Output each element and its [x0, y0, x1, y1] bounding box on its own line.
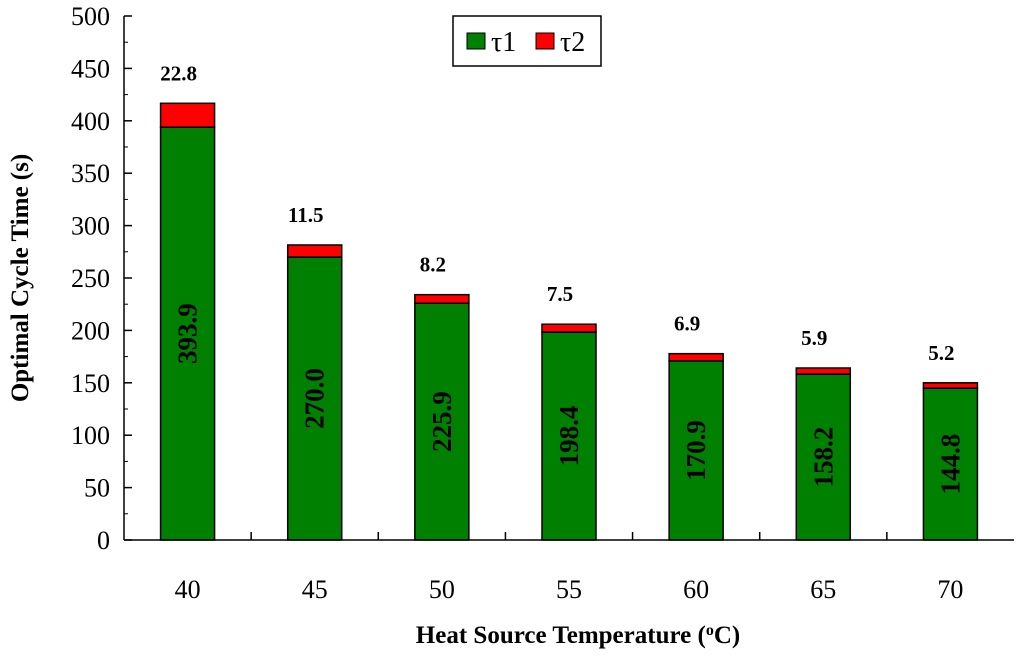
bar-tau2-40 — [159, 102, 216, 128]
y-tick-label: 50 — [84, 474, 110, 503]
bar-label-tau2-70: 5.2 — [928, 341, 954, 365]
y-tick-label: 300 — [71, 212, 110, 241]
y-tick-label: 400 — [71, 107, 110, 136]
y-tick-label: 0 — [97, 526, 110, 555]
x-tick-label: 55 — [556, 575, 582, 604]
bar-tau1-55 — [541, 331, 597, 541]
bar-tau1-40 — [159, 126, 216, 541]
x-tick-label: 60 — [683, 575, 709, 604]
y-tick-label: 450 — [71, 54, 110, 83]
bar-label-tau2-55: 7.5 — [547, 282, 573, 306]
x-tick-label: 70 — [937, 575, 963, 604]
y-tick-label: 100 — [71, 421, 110, 450]
bar-label-tau2-40: 22.8 — [160, 61, 197, 85]
x-axis-title-text: Heat Source Temperature — [416, 622, 691, 649]
x-tick-label: 65 — [810, 575, 836, 604]
y-tick-label: 500 — [71, 2, 110, 31]
y-tick-label: 250 — [71, 264, 110, 293]
bar-label-tau2-45: 11.5 — [288, 203, 324, 227]
x-axis-title: Heat Source Temperature (oC) — [416, 622, 740, 650]
legend: τ1 τ2 — [452, 15, 602, 67]
legend-label-tau2: τ2 — [560, 27, 585, 58]
bar-tau2-70 — [922, 382, 979, 389]
legend-label-tau1: τ1 — [491, 27, 516, 58]
bar-label-tau2-65: 5.9 — [801, 326, 827, 350]
bar-label-tau1-65: 158.2 — [808, 427, 838, 488]
bar-tau2-65 — [795, 367, 852, 375]
bar-label-tau1-55: 198.4 — [554, 406, 584, 467]
x-tick-label: 50 — [429, 575, 455, 604]
x-tick-label: 45 — [302, 575, 328, 604]
bar-label-tau1-50: 225.9 — [427, 391, 457, 452]
bar-tau2-50 — [414, 293, 470, 305]
legend-swatch-tau2 — [535, 32, 555, 50]
bar-tau2-60 — [668, 352, 724, 362]
bar-label-tau2-60: 6.9 — [674, 312, 700, 336]
bar-tau2-45 — [286, 244, 343, 258]
bar-label-tau1-70: 144.8 — [935, 434, 965, 495]
y-tick-label: 150 — [71, 369, 110, 398]
bar-tau2-55 — [541, 323, 597, 333]
bar-tau1-45 — [286, 256, 343, 541]
bar-tau1-65 — [795, 373, 852, 541]
y-tick-label: 350 — [71, 159, 110, 188]
bar-label-tau1-40: 393.9 — [173, 303, 203, 364]
y-tick-label: 200 — [71, 316, 110, 345]
x-axis-title-unit-open: ( — [697, 622, 705, 649]
legend-swatch-tau1 — [466, 32, 486, 50]
x-tick-label: 40 — [175, 575, 201, 604]
plot-area — [159, 102, 979, 541]
x-axis-title-unit-sup: o — [706, 622, 714, 639]
axes: 0 50 100 150 200 250 300 350 400 450 500 40 45 50 55 60… — [71, 2, 1014, 604]
x-axis-title-unit-close: C) — [714, 622, 740, 649]
data-labels: 393.9 22.8 270.0 11.5 225.9 8.2 198.4 7.5 170.9 6… — [160, 61, 965, 494]
bar-label-tau2-50: 8.2 — [420, 253, 446, 277]
bar-label-tau1-45: 270.0 — [300, 368, 330, 429]
bar-label-tau1-60: 170.9 — [681, 420, 711, 481]
y-axis-title: Optimal Cycle Time (s) — [7, 154, 34, 402]
